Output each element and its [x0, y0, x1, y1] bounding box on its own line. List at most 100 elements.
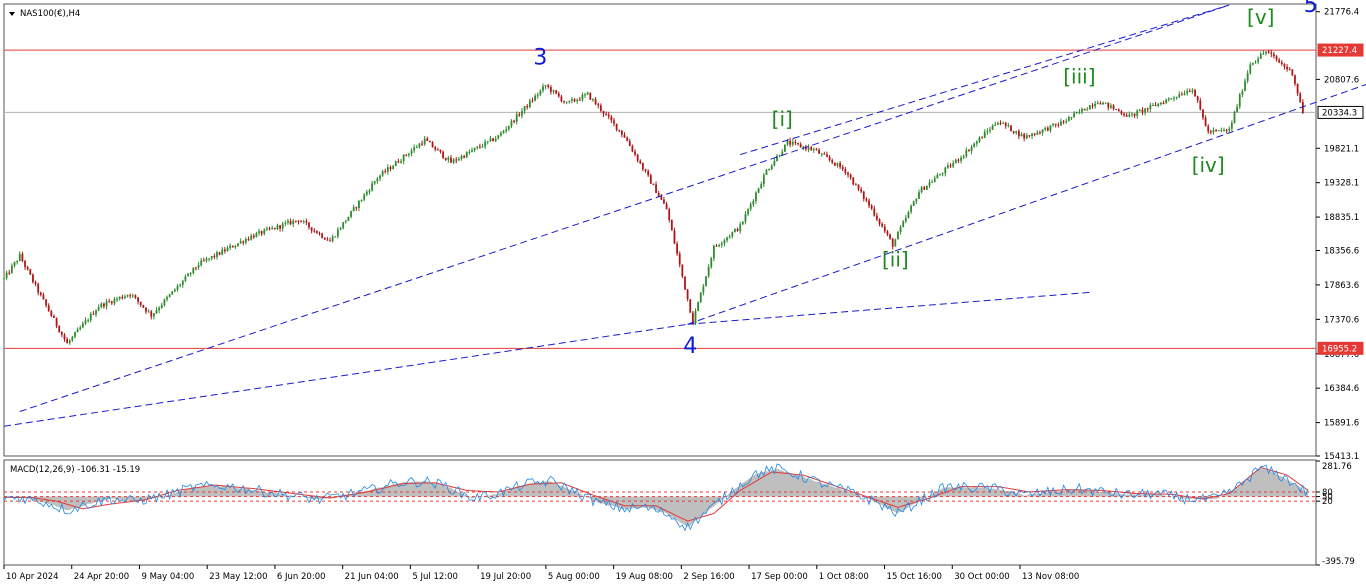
candle [39, 291, 42, 297]
candle [1233, 110, 1236, 124]
candle [1088, 104, 1091, 110]
candle [613, 117, 615, 127]
candle [686, 288, 689, 302]
candle [523, 106, 526, 115]
candle [833, 162, 836, 167]
candle [84, 317, 87, 326]
candle [681, 264, 684, 279]
candle [536, 92, 539, 99]
candle [494, 135, 497, 143]
candle [1146, 107, 1149, 113]
trendlines[interactable] [3, 4, 1366, 427]
wave-label: [iv] [1192, 153, 1225, 177]
candle [305, 218, 308, 226]
trendline-3[interactable] [687, 291, 1093, 325]
price-tag-0[interactable] [1317, 43, 1364, 57]
candle [497, 134, 500, 140]
candle [266, 226, 268, 232]
candle [770, 163, 773, 171]
candle [631, 144, 634, 153]
candle [71, 335, 74, 342]
price-tag-1[interactable] [1317, 105, 1364, 119]
wave-label: [ii] [882, 247, 909, 271]
candle [300, 220, 303, 223]
candle [818, 147, 820, 154]
candle [1123, 112, 1125, 118]
price-tag-2[interactable] [1317, 341, 1364, 355]
candle [137, 297, 139, 305]
price-axis[interactable]: 21776.4 20807.6 19821.1 19328.1 18835.1 18356… [1316, 8, 1364, 462]
candle [358, 199, 360, 212]
candle [639, 159, 642, 165]
chevron-down-icon[interactable] [9, 12, 15, 16]
candle [318, 231, 321, 236]
candle [174, 288, 176, 293]
price-pane[interactable] [3, 3, 1317, 457]
trendline-0[interactable] [19, 4, 1230, 413]
candle [741, 221, 744, 225]
candle [242, 240, 245, 246]
candle [260, 230, 263, 236]
candle [202, 257, 205, 262]
candle [560, 94, 563, 103]
candle [897, 230, 899, 240]
trendline-4[interactable] [687, 77, 1366, 325]
candle [676, 241, 678, 256]
candle [739, 221, 742, 234]
trendline-2[interactable] [3, 323, 688, 427]
candle [3, 277, 5, 281]
macd-pane[interactable] [3, 459, 1317, 566]
candle [8, 269, 11, 276]
candle [547, 83, 550, 89]
candle [226, 245, 229, 252]
candle [678, 251, 681, 268]
candle [1149, 102, 1152, 113]
candle [1086, 107, 1089, 111]
macd-tick-label: -395.79 [1322, 557, 1355, 567]
candle [881, 222, 884, 228]
candle [1246, 70, 1249, 84]
wave-labels: 345(5)[i][ii][iii][iv][v] [533, 0, 1317, 359]
wave-label: [iii] [1063, 64, 1095, 88]
candle [413, 144, 416, 153]
candle [902, 220, 905, 228]
candle [991, 124, 994, 131]
y-tick-label: 18356.6 [1324, 246, 1359, 256]
candle [1028, 135, 1031, 138]
candle [518, 112, 521, 117]
candle [158, 306, 161, 314]
candle [712, 244, 715, 262]
candle [597, 102, 600, 109]
candle [97, 304, 100, 312]
candle [213, 253, 216, 260]
candle [237, 243, 239, 247]
candle [912, 200, 915, 207]
candle [408, 152, 410, 158]
candle [376, 177, 379, 184]
candle [1165, 98, 1168, 104]
candle [476, 146, 479, 150]
candle [1110, 103, 1112, 110]
candle [1096, 100, 1099, 105]
candles [3, 49, 1304, 345]
candle [155, 307, 158, 314]
candle [618, 129, 621, 133]
candle [473, 147, 476, 153]
candle [634, 149, 636, 157]
trendline-1[interactable] [740, 4, 1230, 156]
candle [657, 190, 660, 197]
candle [768, 168, 771, 171]
candle [1207, 124, 1210, 134]
candle [928, 179, 931, 189]
candle [1188, 88, 1191, 93]
candle [1052, 123, 1054, 127]
candle [252, 233, 255, 239]
candle [368, 188, 371, 195]
candle [1017, 129, 1020, 140]
candle [1265, 51, 1267, 56]
candle [502, 129, 505, 134]
candle [1204, 115, 1207, 127]
time-axis[interactable]: 10 Apr 2024 24 Apr 20:00 9 May 04:00 23 May… [3, 565, 1079, 582]
